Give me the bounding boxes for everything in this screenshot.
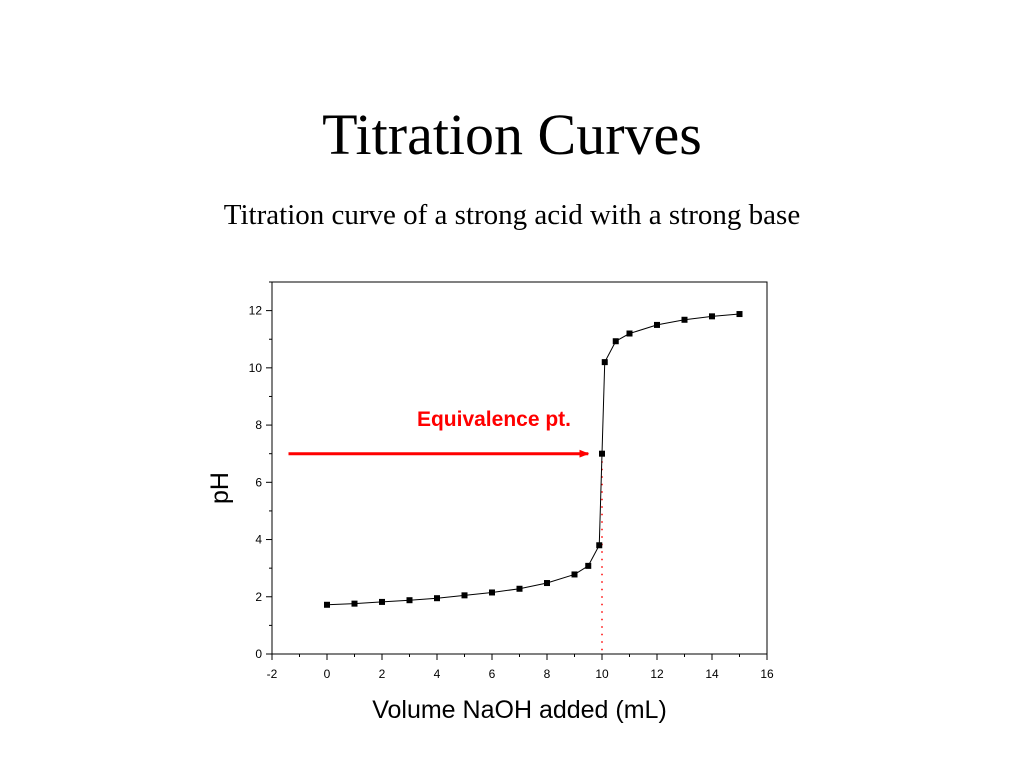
- data-point: [406, 597, 413, 604]
- y-tick-label: 4: [255, 533, 262, 547]
- y-tick-label: 12: [249, 304, 263, 318]
- equivalence-point-label: Equivalence pt.: [417, 408, 571, 431]
- y-tick-label: 10: [249, 361, 263, 375]
- data-point: [601, 359, 608, 366]
- data-point: [379, 598, 385, 605]
- slide-title: Titration Curves: [322, 102, 702, 167]
- plot-frame: [271, 281, 768, 655]
- data-point: [489, 589, 495, 596]
- data-point: [585, 562, 592, 569]
- series-line: [326, 313, 740, 606]
- x-tick-label: 6: [489, 667, 496, 681]
- data-point: [599, 450, 605, 457]
- data-point: [571, 571, 578, 578]
- x-tick-label: 14: [705, 667, 719, 681]
- data-point: [544, 580, 550, 587]
- data-point: [516, 585, 523, 592]
- x-tick-label: 0: [324, 667, 331, 681]
- data-point: [709, 313, 715, 320]
- annotation-layer: Equivalence pt.: [288, 408, 590, 458]
- series-layer: [324, 311, 743, 608]
- data-point: [654, 321, 660, 328]
- data-point: [612, 338, 619, 345]
- axis-ticks: -2 0 2 4 6 8 10 12 14 16 0 2 4 6 8 10 12: [249, 281, 774, 681]
- x-tick-label: 16: [760, 667, 774, 681]
- x-tick-label: 4: [434, 667, 441, 681]
- data-point: [351, 600, 358, 607]
- slide-subtitle: Titration curve of a strong acid with a …: [223, 199, 801, 231]
- x-tick-label: 2: [379, 667, 386, 681]
- data-point: [626, 330, 633, 337]
- y-tick-label: 2: [255, 590, 262, 604]
- x-tick-label: 8: [544, 667, 551, 681]
- x-tick-label: -2: [267, 667, 278, 681]
- y-tick-label: 0: [255, 647, 262, 661]
- data-point: [596, 542, 603, 549]
- data-point: [681, 316, 688, 323]
- y-tick-label: 6: [255, 475, 262, 489]
- x-tick-label: 10: [595, 667, 609, 681]
- data-point: [736, 311, 743, 318]
- x-tick-label: 12: [650, 667, 664, 681]
- data-point: [324, 601, 330, 608]
- data-point: [434, 595, 440, 602]
- y-tick-label: 8: [255, 418, 262, 432]
- data-point: [461, 592, 468, 599]
- y-axis-title: pH: [206, 472, 234, 504]
- x-axis-title: Volume NaOH added (mL): [372, 696, 667, 724]
